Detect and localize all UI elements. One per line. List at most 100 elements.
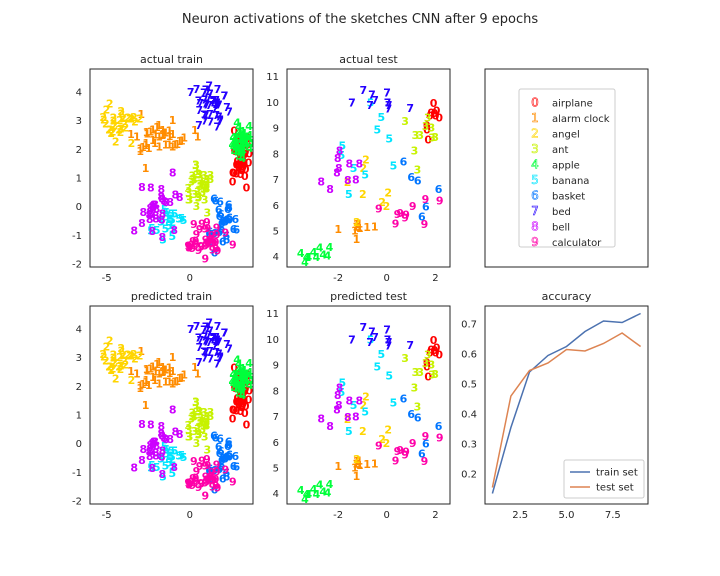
scatter-digit-9: 9: [192, 472, 200, 485]
accuracy-legend: [563, 459, 645, 499]
scatter-digit-6: 6: [231, 450, 239, 463]
scatter-digit-4: 4: [246, 129, 254, 142]
scatter-digit-8: 8: [333, 404, 341, 417]
scatter-digit-1: 1: [162, 363, 170, 376]
scatter-digit-3: 3: [197, 178, 205, 191]
scatter-digit-6: 6: [219, 452, 227, 465]
scatter-digit-6: 6: [218, 459, 226, 472]
scatter-digit-7: 7: [221, 89, 229, 102]
scatter-digit-7: 7: [209, 331, 217, 344]
scatter-digit-5: 5: [361, 168, 369, 181]
scatter-digit-9: 9: [192, 235, 200, 248]
scatter-digit-4: 4: [237, 147, 245, 160]
scatter-digit-3: 3: [199, 186, 207, 199]
scatter-digit-9: 9: [192, 474, 200, 487]
scatter-digit-3: 3: [428, 358, 436, 371]
scatter-digit-8: 8: [333, 167, 341, 180]
scatter-digit-8: 8: [160, 432, 168, 445]
scatter-digit-9: 9: [396, 444, 404, 457]
y-tick-label: 3: [76, 353, 82, 364]
scatter-digit-1: 1: [151, 374, 159, 387]
scatter-digit-9: 9: [198, 240, 206, 253]
scatter-digit-0: 0: [239, 160, 247, 173]
scatter-digit-0: 0: [229, 166, 237, 179]
scatter-digit-3: 3: [189, 169, 197, 182]
scatter-digit-0: 0: [235, 396, 243, 409]
scatter-digit-0: 0: [236, 371, 244, 384]
scatter-digit-6: 6: [218, 454, 226, 467]
scatter-digit-1: 1: [355, 458, 363, 471]
scatter-digit-9: 9: [206, 234, 214, 247]
scatter-digit-0: 0: [241, 144, 249, 157]
scatter-digit-7: 7: [221, 90, 229, 103]
scatter-digit-0: 0: [237, 153, 245, 166]
scatter-digit-7: 7: [200, 324, 208, 337]
scatter-digit-9: 9: [203, 237, 211, 250]
scatter-digit-4: 4: [237, 384, 245, 397]
scatter-digit-1: 1: [171, 376, 179, 389]
scatter-digit-2: 2: [117, 360, 125, 373]
scatter-digit-6: 6: [210, 429, 218, 442]
scatter-digit-1: 1: [159, 361, 167, 374]
scatter-digit-2: 2: [344, 413, 352, 426]
scatter-digit-3: 3: [191, 425, 199, 438]
scatter-digit-4: 4: [297, 484, 305, 497]
scatter-digit-4: 4: [237, 144, 245, 157]
scatter-digit-0: 0: [237, 389, 245, 402]
scatter-digit-4: 4: [313, 251, 321, 264]
scatter-digit-7: 7: [195, 356, 203, 369]
scatter-digit-1: 1: [178, 372, 186, 385]
scatter-digit-3: 3: [186, 430, 194, 443]
scatter-digit-4: 4: [235, 383, 243, 396]
scatter-digit-9: 9: [185, 478, 193, 491]
scatter-digit-3: 3: [192, 402, 200, 415]
scatter-digit-1: 1: [173, 138, 181, 151]
scatter-digit-9: 9: [195, 244, 203, 257]
scatter-digit-5: 5: [361, 405, 369, 418]
scatter-digit-2: 2: [117, 363, 125, 376]
scatter-digit-0: 0: [245, 384, 253, 397]
scatter-digit-0: 0: [239, 397, 247, 410]
scatter-digit-0: 0: [240, 377, 248, 390]
scatter-digit-3: 3: [202, 181, 210, 194]
scatter-digit-1: 1: [194, 131, 202, 144]
scatter-digit-2: 2: [353, 216, 361, 229]
scatter-digit-1: 1: [356, 455, 364, 468]
scatter-digit-8: 8: [139, 443, 147, 456]
scatter-digit-6: 6: [435, 420, 443, 433]
scatter-digit-2: 2: [109, 126, 117, 139]
figure-title: Neuron activations of the sketches CNN a…: [182, 12, 539, 27]
scatter-digit-6: 6: [230, 223, 238, 236]
scatter-digit-7: 7: [213, 336, 221, 349]
scatter-digit-0: 0: [240, 148, 248, 161]
scatter-digit-6: 6: [230, 460, 238, 473]
scatter-digit-8: 8: [138, 217, 146, 230]
scatter-digit-5: 5: [169, 222, 177, 235]
scatter-digit-1: 1: [191, 361, 199, 374]
scatter-digit-8: 8: [160, 195, 168, 208]
scatter-digit-6: 6: [221, 453, 229, 466]
legend-label: bed: [552, 207, 571, 218]
scatter-digit-7: 7: [206, 108, 214, 121]
scatter-digit-2: 2: [359, 162, 367, 175]
scatter-digit-0: 0: [241, 381, 249, 394]
scatter-digit-7: 7: [206, 325, 214, 338]
scatter-digit-9: 9: [394, 445, 402, 458]
scatter-digit-9: 9: [189, 472, 197, 485]
scatter-digit-4: 4: [238, 139, 246, 152]
scatter-digit-2: 2: [127, 350, 135, 363]
scatter-digit-9: 9: [203, 238, 211, 251]
scatter-digit-7: 7: [211, 335, 219, 348]
scatter-digit-0: 0: [241, 148, 249, 161]
scatter-digit-4: 4: [324, 249, 332, 262]
scatter-digit-4: 4: [301, 493, 309, 506]
scatter-digit-9: 9: [204, 222, 212, 235]
scatter-digit-7: 7: [209, 95, 217, 108]
scatter-digit-0: 0: [242, 400, 250, 413]
scatter-digit-2: 2: [110, 111, 118, 124]
scatter-digit-1: 1: [142, 162, 150, 175]
scatter-digit-5: 5: [390, 159, 398, 172]
scatter-digit-3: 3: [428, 368, 436, 381]
scatter-digit-3: 3: [185, 423, 193, 436]
scatter-digit-0: 0: [245, 157, 253, 170]
